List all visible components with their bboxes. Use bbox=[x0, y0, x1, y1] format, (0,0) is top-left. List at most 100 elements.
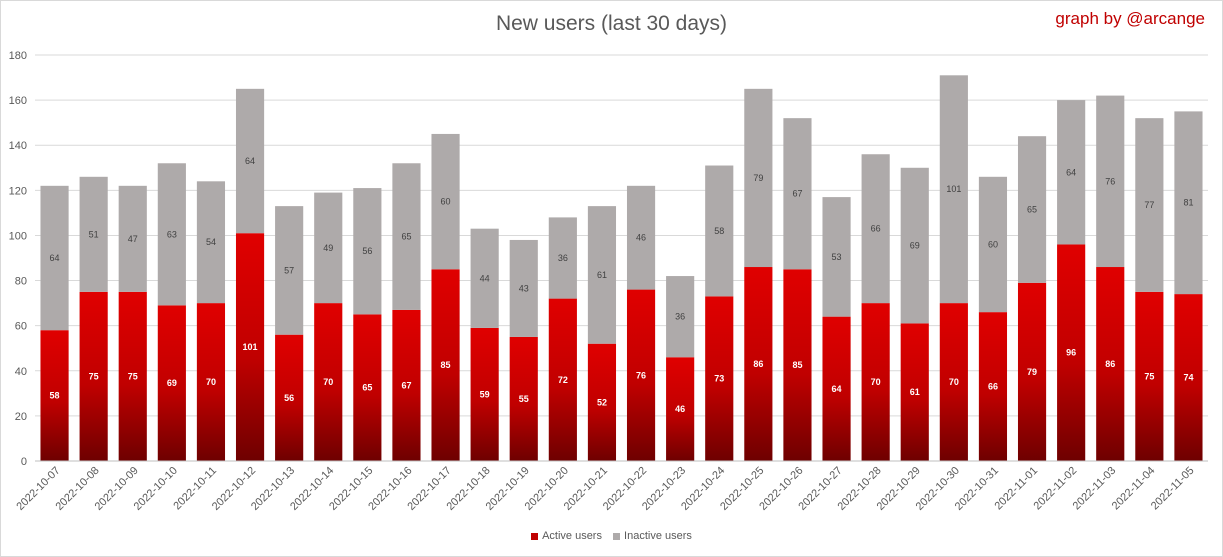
data-label-active: 79 bbox=[1027, 367, 1037, 377]
data-label-inactive: 58 bbox=[714, 226, 724, 236]
bar-inactive bbox=[1057, 100, 1086, 245]
data-label-active: 69 bbox=[167, 378, 177, 388]
data-label-inactive: 64 bbox=[1066, 167, 1076, 177]
data-label-active: 86 bbox=[753, 359, 763, 369]
bar-active bbox=[1057, 244, 1086, 461]
data-label-inactive: 57 bbox=[284, 265, 294, 275]
bar-inactive bbox=[705, 165, 734, 297]
bar-active bbox=[1174, 294, 1203, 461]
bar-inactive bbox=[470, 228, 499, 328]
data-label-inactive: 49 bbox=[323, 243, 333, 253]
data-label-active: 85 bbox=[441, 360, 451, 370]
data-label-inactive: 44 bbox=[480, 273, 490, 283]
bar-inactive bbox=[666, 276, 695, 358]
bar-inactive bbox=[1017, 136, 1047, 283]
bar-inactive bbox=[587, 206, 617, 344]
data-label-inactive: 51 bbox=[89, 229, 99, 239]
data-label-inactive: 67 bbox=[792, 189, 802, 199]
bar-inactive bbox=[40, 185, 69, 331]
bar-active bbox=[744, 267, 773, 461]
data-label-active: 70 bbox=[323, 377, 333, 387]
bar-inactive bbox=[978, 176, 1008, 313]
bar-active bbox=[79, 291, 108, 461]
bar-active bbox=[705, 296, 734, 461]
bar-inactive bbox=[626, 185, 656, 290]
bar-active bbox=[666, 357, 695, 461]
bar-active bbox=[157, 305, 186, 461]
data-label-active: 61 bbox=[910, 387, 920, 397]
y-tick-label: 80 bbox=[15, 276, 27, 288]
data-label-active: 85 bbox=[792, 360, 802, 370]
y-tick-label: 40 bbox=[15, 366, 27, 378]
bar-inactive bbox=[79, 176, 108, 292]
y-tick-label: 100 bbox=[9, 230, 27, 242]
bar-inactive bbox=[1135, 118, 1164, 292]
bar-active bbox=[861, 303, 890, 461]
data-label-active: 70 bbox=[871, 377, 881, 387]
data-label-active: 64 bbox=[832, 384, 842, 394]
bar-active bbox=[978, 312, 1008, 461]
bar-active bbox=[235, 233, 265, 461]
data-label-inactive: 53 bbox=[832, 252, 842, 262]
data-label-inactive: 61 bbox=[597, 270, 607, 280]
y-tick-label: 180 bbox=[9, 50, 27, 62]
data-label-inactive: 63 bbox=[167, 229, 177, 239]
data-label-active: 70 bbox=[206, 377, 216, 387]
legend-item-active: Active users bbox=[531, 530, 602, 542]
data-label-inactive: 47 bbox=[128, 234, 138, 244]
bar-inactive bbox=[235, 88, 265, 234]
y-tick-label: 0 bbox=[21, 456, 27, 468]
bar-inactive bbox=[744, 88, 773, 268]
data-label-active: 76 bbox=[636, 370, 646, 380]
data-label-inactive: 65 bbox=[401, 232, 411, 242]
data-label-inactive: 76 bbox=[1105, 176, 1115, 186]
bar-inactive bbox=[275, 206, 304, 335]
bar-active bbox=[1017, 282, 1047, 461]
data-label-inactive: 36 bbox=[675, 312, 685, 322]
bar-active bbox=[314, 303, 343, 461]
data-label-inactive: 64 bbox=[50, 253, 60, 263]
bar-inactive bbox=[157, 163, 186, 306]
data-label-inactive: 46 bbox=[636, 233, 646, 243]
data-label-active: 75 bbox=[1144, 371, 1154, 381]
bar-inactive bbox=[118, 185, 147, 292]
bar-active bbox=[275, 334, 304, 461]
bar-active bbox=[353, 314, 382, 461]
bar-inactive bbox=[861, 154, 890, 304]
bar-inactive bbox=[783, 118, 812, 270]
bar-inactive bbox=[1096, 95, 1125, 268]
legend-label-active: Active users bbox=[542, 530, 602, 542]
data-label-inactive: 60 bbox=[441, 197, 451, 207]
data-label-active: 70 bbox=[949, 377, 959, 387]
bar-active bbox=[40, 330, 69, 461]
data-label-inactive: 65 bbox=[1027, 205, 1037, 215]
data-label-active: 67 bbox=[401, 380, 411, 390]
legend-swatch-inactive bbox=[613, 532, 621, 540]
data-label-active: 101 bbox=[243, 342, 258, 352]
data-label-active: 56 bbox=[284, 393, 294, 403]
bar-active bbox=[1135, 291, 1164, 461]
bar-active bbox=[900, 323, 929, 461]
data-label-active: 72 bbox=[558, 375, 568, 385]
bar-active bbox=[548, 298, 577, 461]
data-label-active: 75 bbox=[89, 371, 99, 381]
bar-active bbox=[392, 309, 421, 461]
bar-inactive bbox=[353, 188, 382, 315]
data-label-active: 52 bbox=[597, 397, 607, 407]
data-label-inactive: 77 bbox=[1144, 200, 1154, 210]
legend: Active users Inactive users bbox=[0, 530, 1223, 543]
bar-active bbox=[470, 327, 499, 461]
data-label-active: 73 bbox=[714, 374, 724, 384]
legend-item-inactive: Inactive users bbox=[613, 530, 692, 542]
bar-inactive bbox=[509, 239, 538, 337]
data-label-active: 66 bbox=[988, 382, 998, 392]
bar-inactive bbox=[548, 217, 577, 299]
bar-inactive bbox=[1174, 111, 1203, 295]
data-label-active: 58 bbox=[50, 391, 60, 401]
data-label-active: 65 bbox=[362, 383, 372, 393]
data-label-inactive: 81 bbox=[1183, 198, 1193, 208]
bar-inactive bbox=[314, 192, 343, 304]
legend-swatch-active bbox=[531, 532, 539, 540]
data-label-inactive: 43 bbox=[519, 283, 529, 293]
